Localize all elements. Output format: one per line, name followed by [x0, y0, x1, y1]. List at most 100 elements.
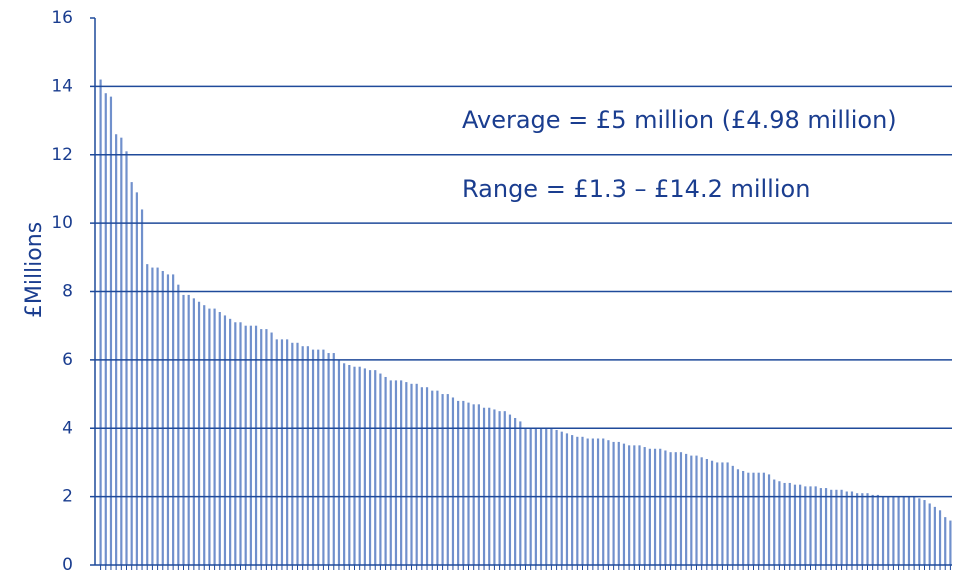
bar	[560, 431, 563, 565]
bar	[861, 493, 864, 565]
bar	[368, 370, 372, 565]
bar	[612, 441, 615, 565]
bar	[514, 417, 517, 565]
bar	[788, 482, 791, 565]
bar	[140, 209, 144, 565]
bar	[218, 312, 221, 565]
bar	[767, 474, 771, 565]
bar	[762, 472, 765, 565]
bar	[602, 438, 605, 565]
bar	[265, 329, 268, 565]
bar	[389, 380, 392, 565]
y-tick-label: 2	[62, 487, 73, 507]
bar	[876, 494, 879, 565]
bar	[892, 496, 895, 565]
y-tick-label: 10	[51, 213, 73, 233]
bar	[700, 457, 703, 565]
bar	[363, 368, 366, 565]
bar	[306, 346, 309, 565]
bar	[275, 339, 278, 565]
bar	[674, 452, 677, 565]
bar	[482, 407, 486, 565]
bar	[685, 453, 688, 565]
bar	[830, 489, 833, 565]
bar	[928, 503, 931, 565]
bar	[177, 284, 180, 565]
y-tick-label: 8	[62, 282, 73, 302]
bar	[135, 192, 138, 565]
bar	[773, 479, 776, 565]
bar	[244, 325, 247, 565]
bar	[431, 390, 434, 565]
bar	[596, 438, 600, 565]
bar	[617, 441, 620, 565]
bar	[384, 376, 387, 565]
bar	[332, 353, 335, 565]
bar	[462, 400, 465, 565]
bar	[374, 370, 377, 565]
bar	[337, 359, 341, 565]
bar	[783, 482, 786, 565]
bar	[664, 450, 667, 565]
bar	[187, 294, 190, 565]
bar	[420, 387, 423, 565]
y-tick-label: 0	[62, 555, 73, 575]
bar	[436, 390, 439, 565]
bar	[576, 436, 579, 565]
bar	[151, 267, 154, 565]
bar	[415, 383, 418, 565]
annotation: Range = £1.3 – £14.2 million	[462, 175, 810, 203]
bar	[716, 462, 719, 565]
bar	[425, 387, 429, 565]
bar	[203, 305, 206, 565]
bar	[239, 322, 242, 565]
bar	[819, 488, 822, 565]
bar	[887, 496, 890, 565]
y-axis-label: £Millions	[22, 222, 47, 318]
bar	[311, 349, 315, 565]
bar	[317, 349, 320, 565]
bar	[913, 496, 916, 565]
bar	[249, 325, 252, 565]
bar	[643, 447, 646, 565]
bar	[503, 411, 506, 565]
bar	[856, 493, 859, 565]
bar	[923, 500, 926, 565]
bar	[472, 404, 475, 565]
bar	[394, 380, 398, 565]
bar	[622, 443, 626, 565]
bar	[881, 496, 885, 565]
bar	[809, 486, 812, 565]
bar	[223, 315, 227, 565]
bar	[115, 134, 118, 566]
bar	[286, 339, 289, 565]
bar	[565, 433, 569, 565]
bar	[213, 308, 216, 565]
bar	[736, 469, 740, 565]
bar	[799, 484, 802, 565]
bar	[902, 496, 905, 565]
annotation: Average = £5 million (£4.98 million)	[462, 106, 897, 134]
bar	[477, 404, 480, 565]
bar	[146, 264, 149, 565]
bar	[234, 322, 237, 565]
bar	[451, 397, 455, 565]
bar	[208, 308, 211, 565]
bar	[824, 488, 828, 565]
bar	[690, 455, 693, 565]
bar	[410, 383, 413, 565]
y-tick-label: 16	[51, 8, 73, 28]
bar	[633, 445, 636, 565]
bar	[229, 318, 232, 565]
bar	[871, 494, 874, 565]
bar	[840, 489, 843, 565]
bar	[254, 325, 258, 565]
bar	[498, 411, 501, 565]
bar	[405, 382, 408, 565]
y-tick-label: 14	[51, 76, 73, 96]
bar	[814, 486, 817, 565]
bar	[659, 448, 662, 565]
bar	[488, 407, 491, 565]
bar	[721, 462, 724, 565]
